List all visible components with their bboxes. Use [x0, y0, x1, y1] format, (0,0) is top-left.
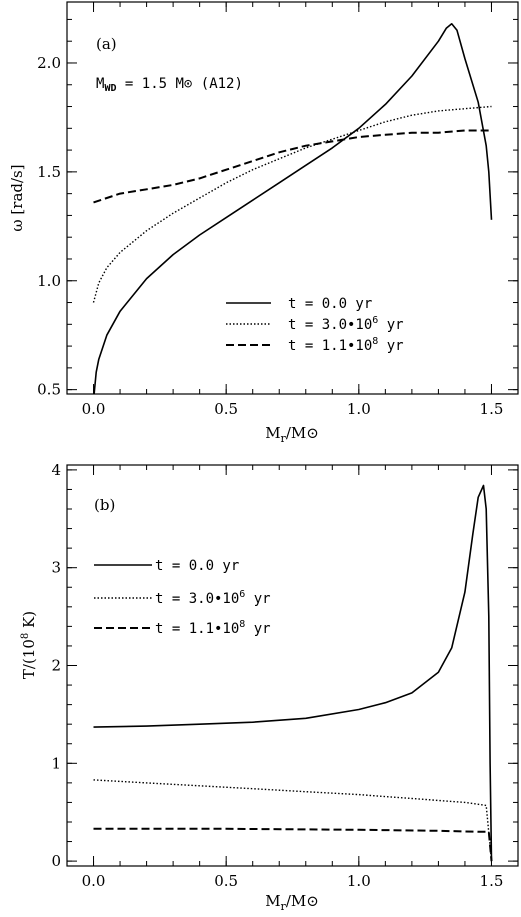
series-line-dotted [92, 105, 492, 303]
y-tick-label: 2.0 [37, 54, 61, 72]
panel-a-legend: t = 0.0 yr t = 3.0•106 yr t = 1.1•108 yr [226, 296, 404, 354]
series-line-dashed [93, 827, 493, 862]
x-tick-label: 1.5 [480, 872, 504, 890]
y-tick-label: 0 [51, 852, 61, 870]
legend-b-item-3: t = 1.1•108 yr [155, 619, 271, 637]
panel-a-tick-labels: 0.0 0.5 1.0 1.5 0.5 1.0 1.5 2.0 [37, 54, 503, 418]
legend-b-item-1: t = 0.0 yr [155, 558, 239, 574]
panel-a: 0.0 0.5 1.0 1.5 0.5 1.0 1.5 2.0 (a) MWD = 1.5 M… [8, 1, 519, 445]
legend-a-item-1: t = 0.0 yr [288, 296, 372, 312]
panel-b-label: (b) [94, 496, 115, 514]
x-tick-label: 0.5 [214, 872, 238, 890]
panel-b-series [93, 484, 493, 862]
panel-a-ticks [67, 2, 519, 394]
panel-b-x-axis-label: Mr/M⊙ [265, 892, 319, 913]
series-line-solid [93, 22, 493, 394]
x-tick-label: 0.0 [82, 872, 106, 890]
x-tick-label: 1.5 [480, 400, 504, 418]
y-tick-label: 0.5 [37, 381, 61, 399]
panel-b-y-axis-label: T/(108 K) [20, 611, 38, 679]
series-line-dashed [93, 129, 492, 204]
panel-a-frame [66, 1, 519, 395]
x-tick-label: 0.5 [214, 400, 238, 418]
y-tick-label: 3 [51, 559, 61, 577]
panel-b: 0.0 0.5 1.0 1.5 0 1 2 3 4 (b) t = 0.0 yr t = 3.0… [20, 461, 519, 913]
panel-b-ticks [67, 465, 519, 866]
legend-b-item-2: t = 3.0•106 yr [155, 589, 271, 607]
series-line-dotted [93, 779, 493, 862]
panel-b-tick-labels: 0.0 0.5 1.0 1.5 0 1 2 3 4 [51, 461, 503, 890]
panel-a-label: (a) [96, 35, 117, 53]
y-tick-label: 4 [51, 461, 61, 479]
y-tick-label: 1 [51, 754, 61, 772]
legend-a-item-2: t = 3.0•106 yr [288, 315, 404, 333]
series-line-solid [93, 484, 493, 862]
panel-a-series [92, 22, 493, 394]
x-tick-label: 0.0 [82, 400, 106, 418]
x-tick-label: 1.0 [347, 400, 371, 418]
panel-a-y-axis-label: ω [rad/s] [8, 164, 26, 231]
legend-a-item-3: t = 1.1•108 yr [288, 336, 404, 354]
y-tick-label: 1.5 [37, 163, 61, 181]
panel-b-frame [66, 464, 519, 867]
y-tick-label: 2 [51, 657, 61, 675]
x-tick-label: 1.0 [347, 872, 371, 890]
y-tick-label: 1.0 [37, 272, 61, 290]
panel-a-x-axis-label: Mr/M⊙ [265, 424, 319, 445]
panel-b-legend: t = 0.0 yr t = 3.0•106 yr t = 1.1•108 yr [94, 558, 271, 637]
panel-a-mass-annotation: MWD = 1.5 M⊙ (A12) [96, 76, 243, 94]
